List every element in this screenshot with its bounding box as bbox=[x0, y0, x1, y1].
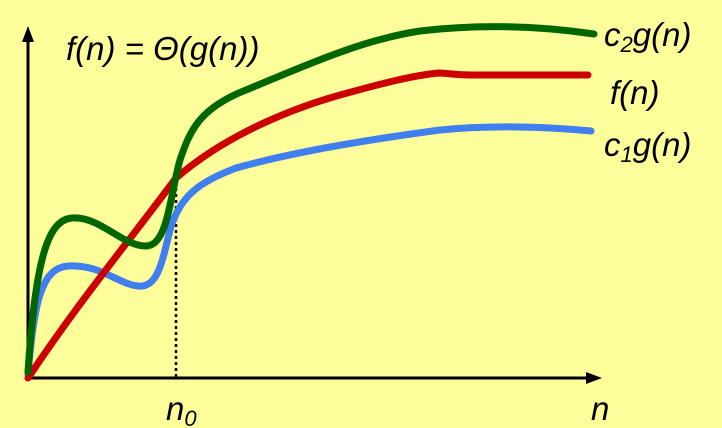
title-suffix: (g(n)) bbox=[178, 30, 260, 67]
c1g-label-pre: c bbox=[604, 126, 621, 163]
curve-c1g bbox=[24, 123, 595, 379]
title-theta: Θ bbox=[153, 30, 179, 67]
curve-f bbox=[24, 69, 592, 382]
c2g-label-sub: 2 bbox=[620, 32, 633, 57]
c1g-label-post: g(n) bbox=[632, 126, 692, 163]
c2g-label-post: g(n) bbox=[632, 16, 692, 53]
n0-label-pre: n bbox=[166, 390, 185, 427]
n0-label: n0 bbox=[166, 390, 197, 428]
title-prefix: f(n) = bbox=[66, 30, 154, 67]
curve-c2g bbox=[24, 23, 598, 376]
diagram-title: f(n) = Θ(g(n)) bbox=[66, 32, 259, 65]
x-axis-label: n bbox=[591, 390, 610, 427]
c2g-label-pre: c bbox=[604, 16, 621, 53]
curve-label-c2g: c2g(n) bbox=[604, 16, 692, 56]
f-label: f(n) bbox=[610, 74, 660, 111]
y-axis-arrowhead bbox=[22, 26, 34, 42]
curve-label-f: f(n) bbox=[610, 76, 660, 109]
curve-label-c1g: c1g(n) bbox=[604, 126, 692, 166]
x-axis-arrowhead bbox=[586, 372, 602, 384]
n0-label-sub: 0 bbox=[184, 406, 197, 428]
c1g-label-sub: 1 bbox=[620, 142, 633, 167]
